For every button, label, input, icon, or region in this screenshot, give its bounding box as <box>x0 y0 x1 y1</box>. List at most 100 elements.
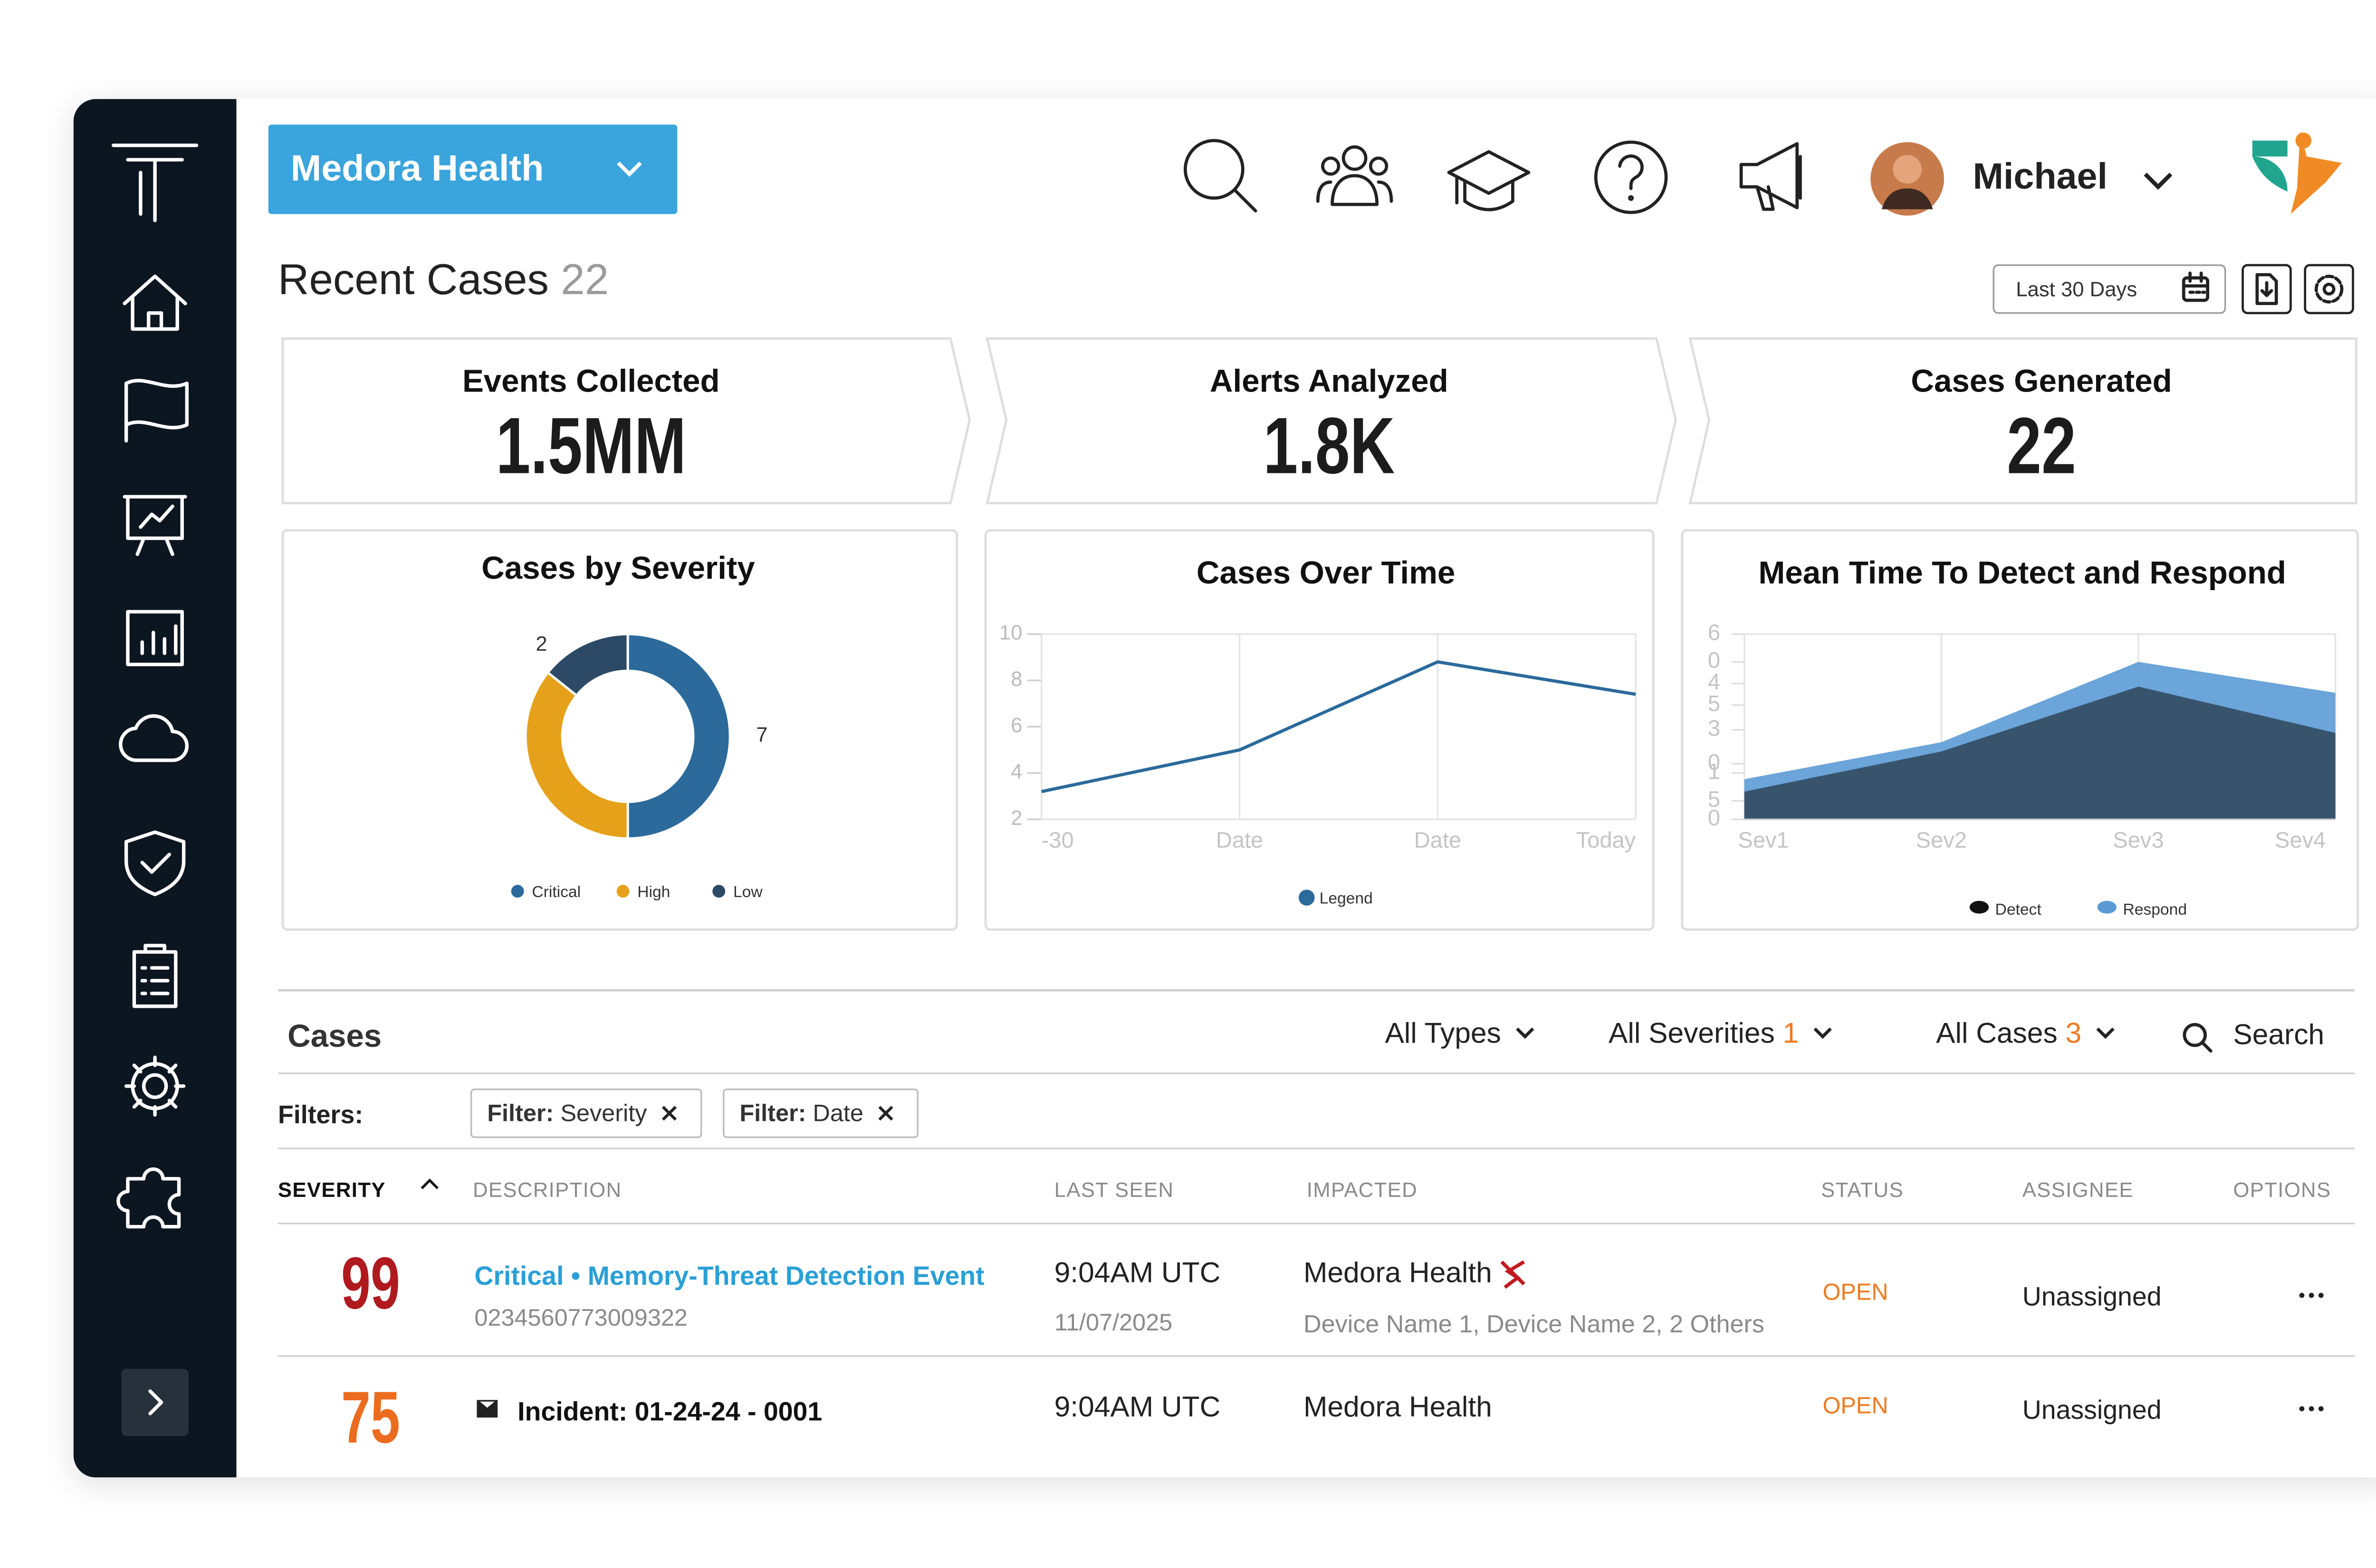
nav-cases[interactable] <box>132 944 178 1008</box>
impacted-org: Medora Health <box>1303 1256 1492 1288</box>
options-dot[interactable] <box>2299 1406 2305 1412</box>
legend-swatch <box>1298 889 1315 906</box>
data-label: 7 <box>756 723 767 746</box>
y-tick-label: 1 <box>1708 758 1720 784</box>
last-seen-date: 11/07/2025 <box>1054 1309 1173 1336</box>
nav-integrations[interactable] <box>116 1167 181 1229</box>
filter-bar: All Types All Severities 1 All Cases 3 <box>1385 1016 2115 1049</box>
last-seen-time: 9:04AM UTC <box>1054 1390 1221 1423</box>
y-tick-label: 8 <box>1011 668 1022 691</box>
search-icon <box>2183 1023 2213 1053</box>
y-tick-label: 6 <box>1708 620 1720 645</box>
kpi-value-group: 1.5MM <box>496 401 686 490</box>
client-logo-head <box>2295 133 2312 149</box>
filter-count[interactable]: 3 <box>2066 1016 2082 1049</box>
nav-flag[interactable] <box>124 379 189 443</box>
x-tick-label: Date <box>1216 827 1263 852</box>
user-name[interactable]: Michael <box>1973 156 2108 197</box>
legend-label: Legend <box>1320 889 1373 907</box>
team-icon[interactable] <box>1316 145 1393 206</box>
options-dot[interactable] <box>2318 1406 2324 1412</box>
cases-table: SEVERITY DESCRIPTION LAST SEEN IMPACTED STAT… <box>278 1178 2355 1458</box>
options-dot[interactable] <box>2309 1292 2314 1298</box>
y-tick-label: 4 <box>1708 669 1720 694</box>
legend-swatch <box>1969 900 1989 914</box>
y-tick-label: 0 <box>1708 749 1720 774</box>
column-header: IMPACTED <box>1307 1178 1418 1202</box>
x-tick-label: Sev2 <box>1916 827 1967 852</box>
donut-slice <box>546 632 629 698</box>
case-title[interactable]: Incident: 01-24-24 - 0001 <box>517 1397 822 1426</box>
settings-icon <box>2314 275 2344 304</box>
app: Medora Health Michael Recent Cases 22 La… <box>73 99 2359 1478</box>
learning-icon[interactable] <box>1447 150 1531 211</box>
column-header: ASSIGNEE <box>2022 1178 2134 1202</box>
line-series <box>1041 660 1636 794</box>
assignee: Unassigned <box>2022 1395 2162 1425</box>
case-id: 0234560773009322 <box>474 1304 688 1331</box>
filters-label: Filters: <box>278 1100 363 1129</box>
kpi-value-group: 1.8K <box>1263 401 1395 490</box>
chip-value: Severity <box>560 1100 647 1127</box>
y-tick-label: 3 <box>1708 715 1720 740</box>
legend-swatch <box>2097 900 2117 914</box>
filter-chevron <box>2096 1027 2115 1039</box>
search-field[interactable]: Search <box>2233 1018 2324 1051</box>
x-tick-label: Date <box>1414 827 1461 852</box>
chart-title: Cases by Severity <box>481 550 755 586</box>
legend-swatch <box>712 885 726 898</box>
sidebar-toggle[interactable] <box>121 1368 189 1436</box>
chip-value: Date <box>813 1100 863 1127</box>
page-title-text: Recent Cases <box>278 256 549 304</box>
kpi-value-group: 22 <box>2007 401 2076 490</box>
y-tick-label: 5 <box>1708 786 1720 812</box>
date-range[interactable] <box>1993 264 2226 314</box>
legend-label: High <box>637 883 670 901</box>
filter-dropdown[interactable]: All Severities 1 <box>1609 1016 1799 1049</box>
nav-cloud[interactable] <box>119 714 189 762</box>
avatar-body <box>1881 188 1933 210</box>
kpi-card <box>1688 337 2357 505</box>
impacted-devices: Device Name 1, Device Name 2, 2 Others <box>1303 1310 1764 1338</box>
help-icon[interactable] <box>1594 140 1668 214</box>
y-tick-label: 6 <box>1011 714 1022 737</box>
filter-dropdown[interactable]: All Types <box>1385 1016 1501 1049</box>
options-dot[interactable] <box>2299 1292 2305 1298</box>
column-header[interactable]: SEVERITY <box>278 1178 386 1202</box>
column-header: LAST SEEN <box>1054 1178 1174 1202</box>
nav-home[interactable] <box>123 274 187 331</box>
filter-label[interactable]: All Cases <box>1936 1016 2058 1049</box>
filter-label[interactable]: All Severities <box>1609 1016 1775 1049</box>
options-dot[interactable] <box>2309 1406 2314 1412</box>
nav-presentation[interactable] <box>123 495 187 556</box>
column-header: OPTIONS <box>2233 1178 2331 1202</box>
nav-shield[interactable] <box>124 830 186 897</box>
x-tick-label: Sev1 <box>1738 827 1789 852</box>
legend-label: Critical <box>532 883 581 901</box>
announcements-icon[interactable] <box>1739 142 1802 211</box>
export-icon <box>2255 273 2278 306</box>
filter-chip[interactable]: Filter: Date <box>723 1088 919 1138</box>
user-chevron <box>2144 172 2173 190</box>
legend-label: Low <box>733 883 763 901</box>
options-dot[interactable] <box>2318 1292 2324 1298</box>
x-tick-label: -30 <box>1042 827 1074 852</box>
chip-remove[interactable] <box>878 1106 893 1121</box>
case-title[interactable]: Critical • Memory-Threat Detection Event <box>474 1261 984 1291</box>
nav-settings[interactable] <box>124 1055 186 1117</box>
y-tick-label: 0 <box>1708 805 1720 830</box>
settings-button[interactable] <box>2304 264 2354 315</box>
chart-title: Mean Time To Detect and Respond <box>1758 555 2286 591</box>
filter-label[interactable]: All Types <box>1385 1016 1501 1049</box>
data-label: 2 <box>536 632 547 656</box>
filter-count[interactable]: 1 <box>1783 1016 1799 1049</box>
filter-chip[interactable]: Filter: Severity <box>470 1088 702 1138</box>
chip-remove[interactable] <box>661 1106 677 1121</box>
page-title: Recent Cases 22 <box>278 256 609 304</box>
search-icon[interactable] <box>1183 139 1257 213</box>
org-dropdown[interactable] <box>268 124 678 214</box>
kpi-card <box>986 337 1677 505</box>
filter-dropdown[interactable]: All Cases 3 <box>1936 1016 2081 1049</box>
sort-indicator[interactable] <box>421 1178 439 1189</box>
nav-reports[interactable] <box>126 610 184 667</box>
